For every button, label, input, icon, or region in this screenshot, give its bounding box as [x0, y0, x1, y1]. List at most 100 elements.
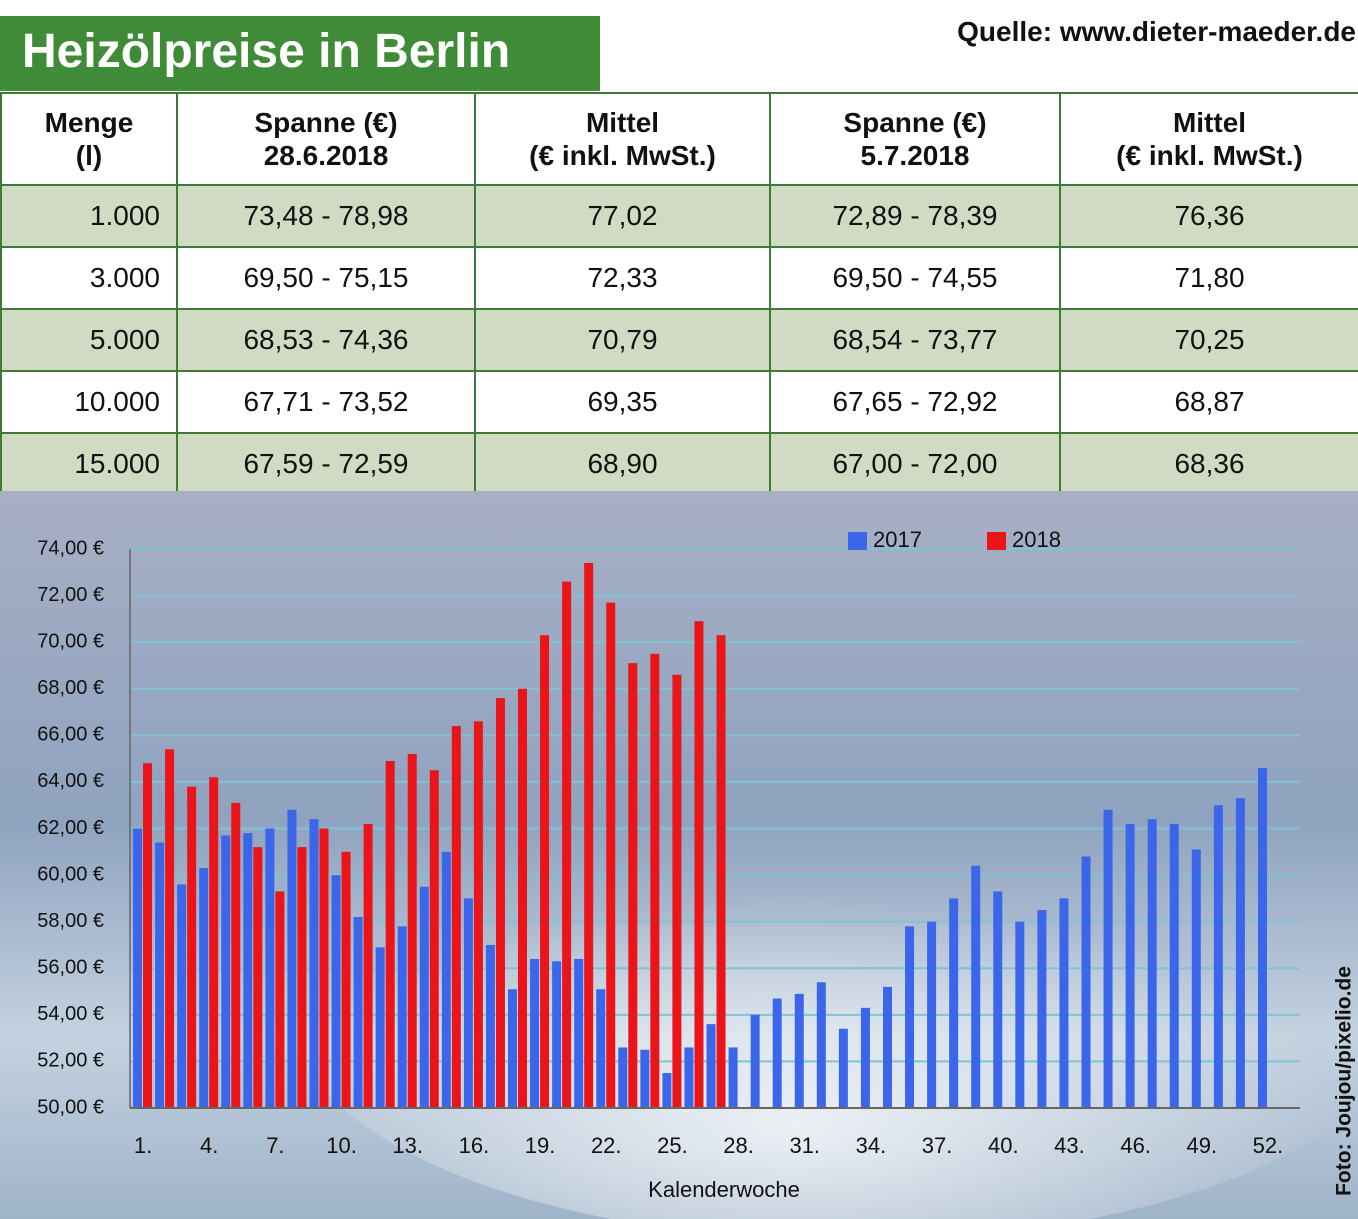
title: Heizölpreise in Berlin: [0, 16, 600, 91]
bar: [199, 868, 209, 1108]
header-line: (€ inkl. MwSt.): [529, 140, 716, 171]
price-table: Menge (l) Spanne (€) 28.6.2018 Mittel (€ inkl…: [0, 92, 1358, 496]
bar: [882, 986, 892, 1108]
table-cell: 70,25: [1059, 308, 1358, 372]
bar: [353, 917, 363, 1108]
bar: [1257, 767, 1267, 1108]
x-tick-label: 22.: [591, 1133, 622, 1158]
bar: [728, 1047, 738, 1108]
table-cell: 72,33: [474, 246, 771, 310]
header-line: Spanne (€): [254, 107, 398, 138]
bar: [287, 809, 297, 1108]
bar: [1191, 849, 1201, 1108]
table-cell: 76,36: [1059, 184, 1358, 248]
table-cell: 10.000: [0, 370, 178, 434]
source: Quelle: www.dieter-maeder.de: [957, 16, 1356, 47]
y-tick-label: 72,00 €: [37, 584, 104, 606]
table-cell: 67,71 - 73,52: [176, 370, 476, 434]
bar: [949, 898, 959, 1108]
bar: [584, 562, 594, 1108]
legend-label: 2018: [1012, 527, 1061, 552]
table-cell: 3.000: [0, 246, 178, 310]
bar: [177, 884, 187, 1108]
bar: [574, 958, 584, 1108]
header-cell: Mittel (€ inkl. MwSt.): [474, 92, 771, 186]
bar: [860, 1007, 870, 1108]
bar: [1015, 921, 1025, 1108]
y-tick-label: 74,00 €: [37, 537, 104, 559]
x-tick-label: 40.: [988, 1133, 1019, 1158]
header-line: Mittel: [1172, 107, 1247, 138]
x-tick-label: 49.: [1187, 1133, 1218, 1158]
bar: [441, 851, 451, 1108]
bar: [628, 663, 638, 1108]
bar: [341, 851, 351, 1108]
bar: [275, 891, 285, 1108]
table-cell: 68,54 - 73,77: [769, 308, 1061, 372]
bar: [231, 802, 241, 1108]
x-tick-label: 13.: [392, 1133, 423, 1158]
bar: [375, 947, 385, 1108]
y-tick-label: 56,00 €: [37, 957, 104, 979]
header-cell: Menge (l): [0, 92, 178, 186]
header-cell: Spanne (€) 5.7.2018: [769, 92, 1061, 186]
bar: [1169, 823, 1179, 1108]
x-tick-label: 52.: [1253, 1133, 1284, 1158]
photo-credit: Foto: Joujou/pixelio.de: [1333, 966, 1356, 1196]
y-tick-label: 70,00 €: [37, 630, 104, 652]
x-tick-label: 34.: [856, 1133, 887, 1158]
bar: [1081, 856, 1091, 1108]
table-cell: 72,89 - 78,39: [769, 184, 1061, 248]
x-axis-label: Kalenderwoche: [648, 1177, 800, 1202]
bar: [706, 1024, 716, 1108]
table-row: 3.000 69,50 - 75,15 72,33 69,50 - 74,55 71,8…: [0, 246, 1358, 310]
table-cell: 69,50 - 74,55: [769, 246, 1061, 310]
bar: [265, 828, 275, 1108]
bar: [209, 777, 219, 1108]
table-body: 1.000 73,48 - 78,98 77,02 72,89 - 78,39 76,3…: [0, 184, 1358, 496]
bar: [397, 926, 407, 1108]
table-cell: 70,79: [474, 308, 771, 372]
bar: [562, 581, 572, 1108]
bar: [221, 835, 231, 1108]
bar: [1235, 798, 1245, 1108]
header-line: 28.6.2018: [263, 140, 389, 171]
table-cell: 1.000: [0, 184, 178, 248]
x-tick-label: 10.: [326, 1133, 357, 1158]
bar: [596, 989, 606, 1108]
x-tick-label: 19.: [525, 1133, 556, 1158]
x-tick-label: 28.: [723, 1133, 754, 1158]
bar: [838, 1028, 848, 1108]
x-tick-label: 43.: [1054, 1133, 1085, 1158]
bar: [518, 688, 528, 1108]
y-tick-label: 66,00 €: [37, 724, 104, 746]
bar: [385, 760, 395, 1108]
bar: [485, 944, 495, 1108]
bar: [905, 926, 915, 1108]
bar: [407, 753, 417, 1108]
chart: Kalenderwoche Foto: Joujou/pixelio.de 50…: [0, 491, 1358, 1219]
table-cell: 73,48 - 78,98: [176, 184, 476, 248]
bar: [794, 993, 804, 1108]
y-tick-label: 68,00 €: [37, 677, 104, 699]
bar: [530, 958, 540, 1108]
bar: [540, 635, 550, 1108]
y-tick-label: 62,00 €: [37, 817, 104, 839]
header-cell: Mittel (€ inkl. MwSt.): [1059, 92, 1358, 186]
table-cell: 69,35: [474, 370, 771, 434]
table-cell: 5.000: [0, 308, 178, 372]
bar: [508, 989, 518, 1108]
bar: [363, 823, 373, 1108]
bar: [606, 602, 616, 1108]
bar: [816, 982, 826, 1108]
header-line: 5.7.2018: [860, 140, 970, 171]
bar: [640, 1049, 650, 1108]
x-tick-label: 1.: [134, 1133, 152, 1158]
bar: [165, 749, 175, 1108]
header-line: Spanne (€): [843, 107, 987, 138]
header-cell: Spanne (€) 28.6.2018: [176, 92, 476, 186]
bar: [772, 998, 782, 1108]
bar: [1213, 805, 1223, 1108]
bar: [552, 961, 562, 1108]
x-tick-label: 31.: [789, 1133, 820, 1158]
